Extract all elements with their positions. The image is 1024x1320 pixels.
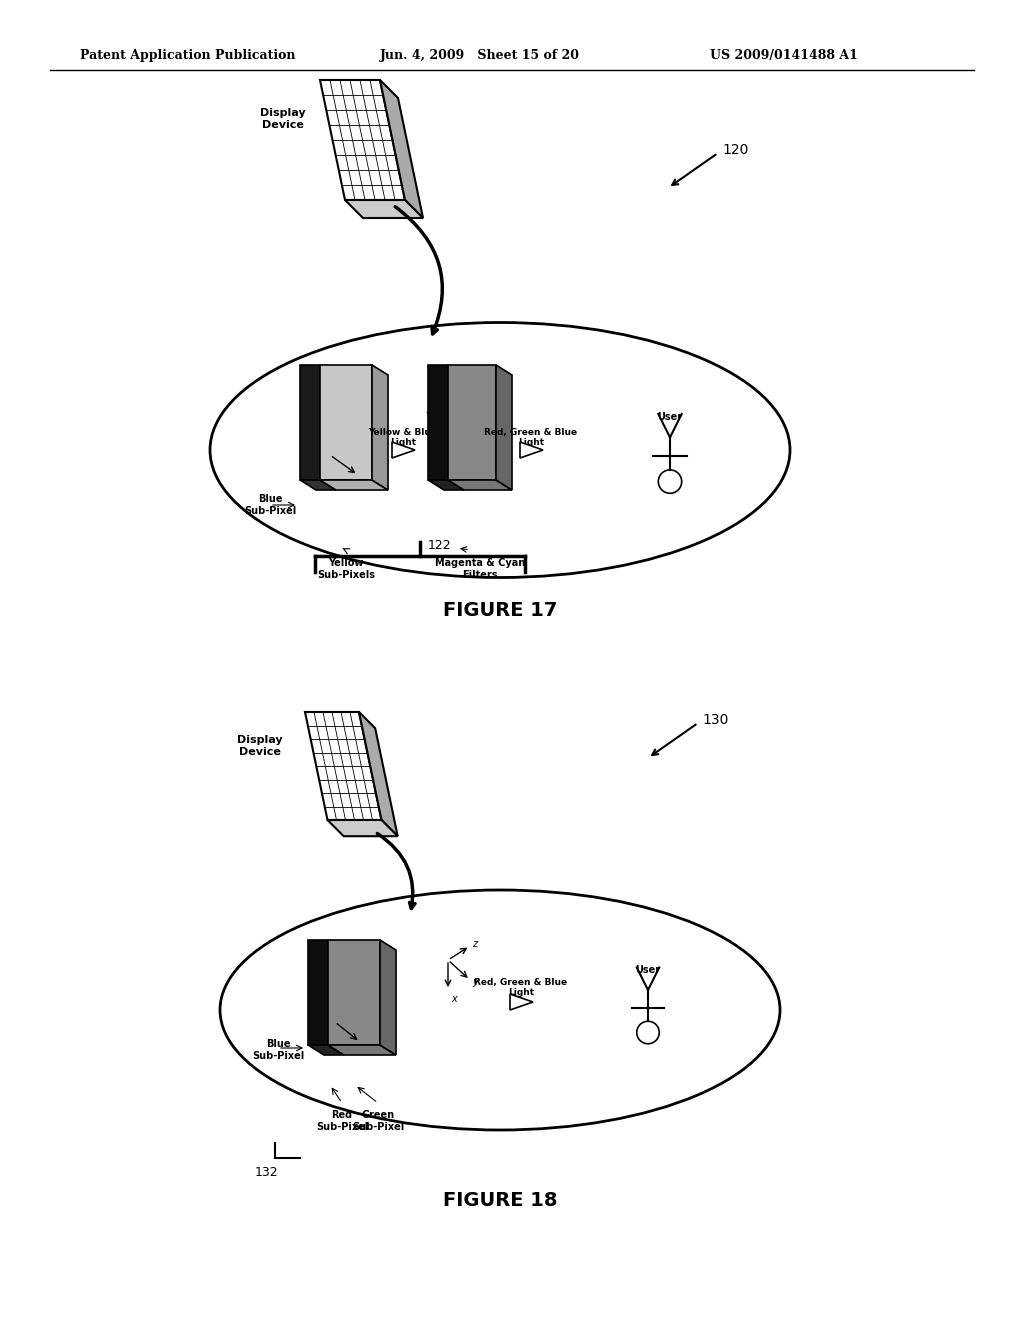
Text: Patent Application Publication: Patent Application Publication [80, 49, 296, 62]
Polygon shape [345, 201, 423, 218]
Polygon shape [319, 366, 372, 480]
Text: 122: 122 [428, 539, 452, 552]
Polygon shape [328, 940, 380, 1045]
Text: 120: 120 [722, 143, 749, 157]
Text: Red
Sub-Pixel: Red Sub-Pixel [315, 1110, 368, 1131]
Polygon shape [380, 940, 396, 1055]
Polygon shape [300, 366, 319, 480]
Text: Yellow & Blue
Light: Yellow & Blue Light [369, 428, 437, 447]
Text: User: User [636, 965, 660, 975]
Text: Yellow
Sub-Pixels: Yellow Sub-Pixels [317, 558, 375, 579]
Polygon shape [510, 994, 534, 1010]
Text: y: y [472, 977, 478, 987]
Polygon shape [308, 940, 328, 1045]
Text: Green
Sub-Pixel: Green Sub-Pixel [352, 1110, 404, 1131]
Polygon shape [308, 1045, 344, 1055]
Polygon shape [319, 366, 336, 490]
Circle shape [637, 1022, 659, 1044]
Ellipse shape [220, 890, 780, 1130]
Text: x: x [451, 994, 457, 1005]
Polygon shape [372, 366, 388, 490]
Text: z: z [472, 939, 477, 949]
Polygon shape [300, 480, 336, 490]
Polygon shape [520, 442, 543, 458]
Text: Display
Device: Display Device [260, 108, 306, 129]
Polygon shape [449, 366, 496, 480]
Text: FIGURE 17: FIGURE 17 [442, 601, 557, 619]
Ellipse shape [210, 322, 790, 578]
Polygon shape [380, 81, 423, 218]
Polygon shape [359, 711, 397, 836]
Text: Red, Green & Blue
Light: Red, Green & Blue Light [484, 428, 578, 447]
Polygon shape [305, 711, 382, 820]
Text: Magenta & Cyan
Filters: Magenta & Cyan Filters [435, 558, 525, 579]
Text: FIGURE 18: FIGURE 18 [442, 1191, 557, 1209]
Text: Red, Green & Blue
Light: Red, Green & Blue Light [474, 978, 567, 998]
Polygon shape [449, 480, 512, 490]
Polygon shape [328, 1045, 396, 1055]
Polygon shape [328, 940, 344, 1055]
Text: y: y [456, 409, 462, 418]
Polygon shape [496, 366, 512, 490]
Polygon shape [392, 442, 415, 458]
Polygon shape [449, 366, 464, 490]
Text: x: x [433, 426, 438, 436]
Text: User: User [657, 412, 683, 422]
Text: 132: 132 [255, 1166, 279, 1179]
Text: 130: 130 [702, 713, 728, 727]
Polygon shape [328, 820, 397, 836]
Polygon shape [319, 81, 406, 201]
Text: Jun. 4, 2009   Sheet 15 of 20: Jun. 4, 2009 Sheet 15 of 20 [380, 49, 580, 62]
Text: z: z [456, 367, 461, 378]
Polygon shape [319, 480, 388, 490]
Text: Display
Device: Display Device [238, 735, 283, 756]
Circle shape [658, 470, 682, 494]
Polygon shape [428, 366, 449, 480]
Polygon shape [428, 480, 464, 490]
Text: US 2009/0141488 A1: US 2009/0141488 A1 [710, 49, 858, 62]
Text: Blue
Sub-Pixel: Blue Sub-Pixel [244, 494, 296, 516]
Text: Blue
Sub-Pixel: Blue Sub-Pixel [252, 1039, 304, 1061]
